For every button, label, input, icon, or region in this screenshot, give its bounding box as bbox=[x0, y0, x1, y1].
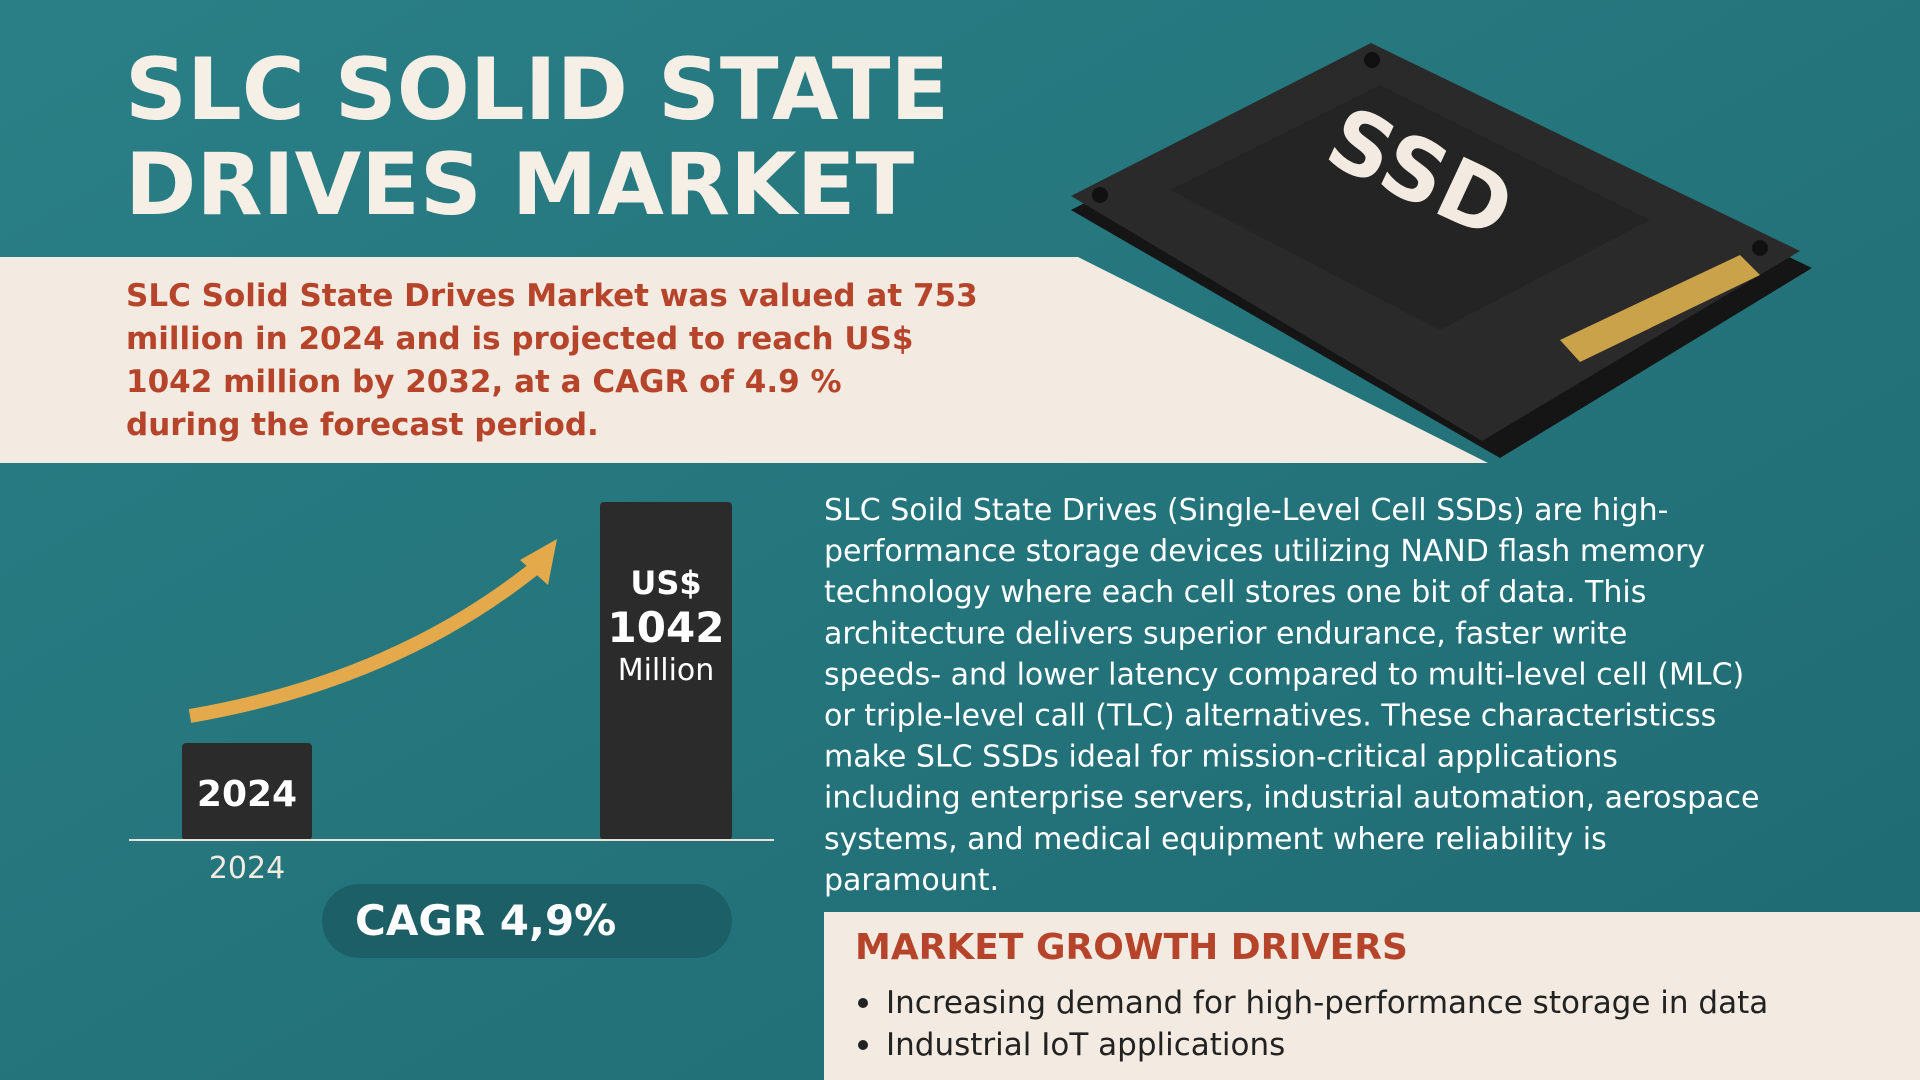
arrow-head bbox=[520, 539, 557, 585]
bar-label: 1042 bbox=[608, 603, 725, 652]
bar-label: 2024 bbox=[197, 774, 297, 815]
summary-line: during the forecast period. bbox=[126, 407, 599, 443]
description-line: performance storage devices utilizing NA… bbox=[824, 534, 1705, 569]
description-line: including enterprise servers, industrial… bbox=[824, 781, 1759, 816]
summary-band bbox=[0, 257, 1488, 463]
cagr-label: CAGR 4,9% bbox=[355, 896, 616, 945]
bar-label: Million bbox=[618, 653, 715, 688]
driver-item: Increasing demand for high-performance s… bbox=[886, 985, 1768, 1021]
bar-label: US$ bbox=[630, 564, 701, 602]
ssd-illustration: SSD bbox=[1071, 43, 1812, 458]
bullet bbox=[858, 1040, 868, 1050]
bar bbox=[600, 502, 732, 840]
summary-line: million in 2024 and is projected to reac… bbox=[126, 321, 913, 357]
growth-arrow bbox=[188, 554, 550, 723]
bar bbox=[182, 743, 312, 840]
description-line: architecture delivers superior endurance… bbox=[824, 616, 1627, 651]
cagr-pill bbox=[322, 884, 732, 958]
bar-chart: 2024 US$ 1042 Million 2024 CAGR 4,9% bbox=[129, 502, 774, 958]
description-line: technology where each cell stores one bi… bbox=[824, 575, 1646, 610]
description-line: systems, and medical equipment where rel… bbox=[824, 822, 1607, 857]
bullet bbox=[858, 998, 868, 1008]
title-line: SLC SOLID STATE bbox=[125, 40, 949, 140]
description-line: paramount. bbox=[824, 863, 999, 898]
drivers-heading: MARKET GROWTH DRIVERS bbox=[855, 927, 1408, 968]
description-line: SLC Soild State Drives (Single-Level Cel… bbox=[824, 493, 1668, 528]
description-line: or triple-level call (TLC) alternatives.… bbox=[824, 699, 1716, 734]
drivers-box bbox=[824, 912, 1920, 1080]
description-line: speeds- and lower latency compared to mu… bbox=[824, 657, 1744, 692]
axis-label: 2024 bbox=[209, 851, 285, 886]
summary-line: SLC Solid State Drives Market was valued… bbox=[126, 278, 978, 314]
driver-item: Industrial IoT applications bbox=[886, 1027, 1285, 1063]
summary-line: 1042 million by 2032, at a CAGR of 4.9 % bbox=[126, 364, 842, 400]
description-line: make SLC SSDs ideal for mission-critical… bbox=[824, 740, 1618, 775]
title-line: DRIVES MARKET bbox=[125, 135, 915, 235]
